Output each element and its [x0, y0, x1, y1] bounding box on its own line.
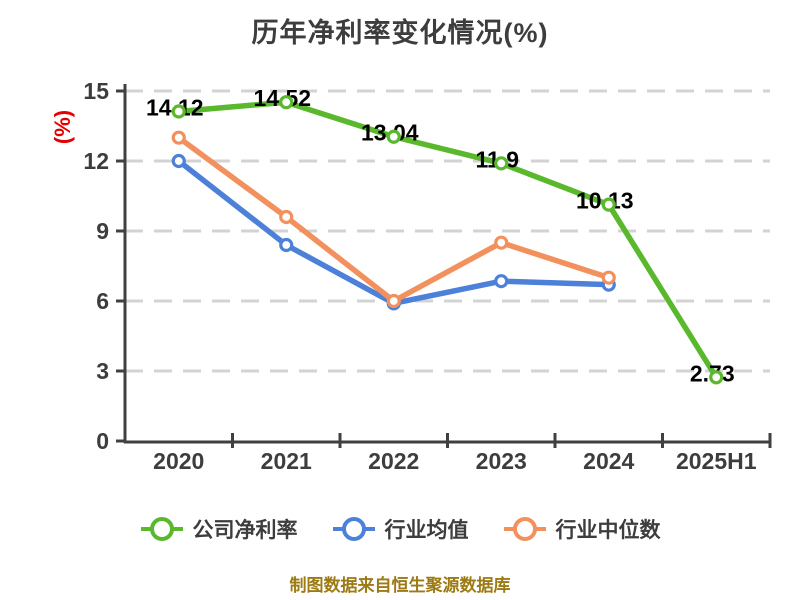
legend-marker-green-icon — [140, 517, 183, 541]
plot-area: 03691215202020212022202320242025H114.121… — [83, 78, 772, 474]
data-point — [171, 153, 186, 169]
data-point — [709, 370, 724, 385]
legend-marker-orange-icon — [503, 517, 546, 541]
y-tick-label: 0 — [96, 428, 109, 454]
legend-item-company-net-margin[interactable]: 公司净利率 — [140, 514, 298, 544]
data-point — [279, 209, 294, 225]
y-tick-label: 6 — [96, 288, 109, 314]
x-tick-label: 2025H1 — [676, 448, 757, 474]
x-tick-label: 2024 — [583, 448, 634, 474]
data-point — [601, 197, 616, 212]
data-point — [601, 270, 616, 285]
chart-title: 历年净利率变化情况(%) — [251, 18, 549, 48]
y-tick-label: 3 — [96, 358, 109, 384]
data-point — [386, 293, 401, 309]
data-point — [171, 104, 186, 119]
data-point — [494, 156, 509, 171]
legend-marker-blue-icon — [332, 517, 375, 541]
legend-item-industry-median[interactable]: 行业中位数 — [503, 514, 661, 544]
legend-item-industry-average[interactable]: 行业均值 — [332, 514, 469, 544]
legend-label: 行业中位数 — [555, 519, 661, 542]
x-tick-label: 2023 — [476, 448, 527, 474]
data-point — [171, 130, 186, 145]
data-point — [494, 274, 509, 289]
data-source-caption: 制图数据来自恒生聚源数据库 — [289, 576, 511, 595]
chart-legend: 公司净利率 行业均值 行业中位数 — [0, 514, 800, 544]
series-line-0 — [176, 99, 719, 381]
legend-label: 行业均值 — [384, 519, 469, 542]
x-tick-label: 2021 — [261, 448, 312, 474]
data-point — [279, 237, 294, 253]
data-point — [494, 235, 509, 250]
x-tick-label: 2020 — [153, 448, 204, 474]
data-point — [279, 95, 294, 110]
y-tick-label: 12 — [83, 148, 109, 174]
y-tick-label: 15 — [83, 78, 109, 104]
x-tick-label: 2022 — [368, 448, 419, 474]
data-point — [386, 129, 401, 144]
y-tick-label: 9 — [96, 218, 109, 244]
legend-label: 公司净利率 — [192, 519, 298, 542]
